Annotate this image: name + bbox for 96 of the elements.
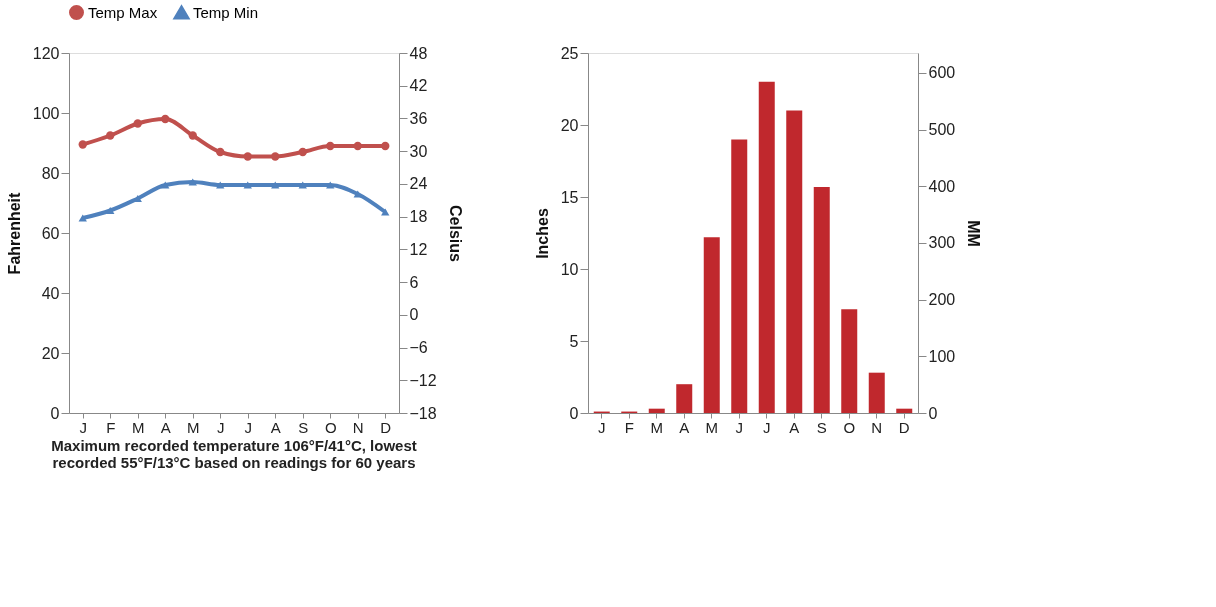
point (78, 140, 87, 149)
text: Maximum recorded temperature 106°F/41°C, lowest recorded 55°F/13°C based on readings for 60 years (51, 437, 417, 471)
y-tick-label: 15 (560, 188, 579, 206)
x-tick-label: M (132, 418, 145, 436)
y2-tick-label: 500 (928, 121, 956, 139)
y2-tick-label: 18 (409, 208, 428, 226)
x-tick-label: N (352, 418, 364, 436)
y-tick-label: 20 (41, 344, 60, 362)
x-tick-label: A (160, 418, 171, 436)
bar (648, 408, 665, 413)
y2-tick-label: 12 (409, 240, 428, 258)
y-tick-label: 120 (32, 44, 60, 62)
x-tick-label: A (789, 418, 800, 436)
y-axis-title: Inches (533, 208, 551, 259)
y-tick-label: 0 (569, 404, 579, 422)
bar (813, 186, 830, 413)
point (106, 131, 115, 140)
y-tick-label: 100 (32, 104, 60, 122)
x-tick-label: O (324, 418, 337, 436)
x-tick-label: O (843, 418, 856, 436)
y-tick-label: 20 (560, 116, 579, 134)
y-tick-label: 25 (560, 44, 579, 62)
x-tick-label: D (380, 418, 392, 436)
x-tick-label: F (106, 418, 116, 436)
x-tick-label: J (598, 418, 606, 436)
point (188, 178, 197, 186)
x-tick-label: M (705, 418, 718, 436)
x-tick-label: A (679, 418, 690, 436)
x-tick-label: J (79, 418, 87, 436)
y-axis-title: Fahrenheit (5, 191, 23, 275)
legend-label: Temp Max (88, 3, 158, 21)
bar (758, 81, 775, 413)
point (298, 181, 307, 189)
x-tick-label: J (763, 418, 771, 436)
bar (703, 237, 720, 413)
y2-tick-label: 36 (409, 109, 428, 127)
y2-tick-label: 400 (928, 177, 956, 195)
y2-tick-label: 42 (409, 77, 428, 95)
y-tick-label: 80 (41, 164, 60, 182)
y2-tick-label: −18 (409, 404, 437, 422)
bar (786, 110, 803, 413)
y-tick-label: 10 (560, 260, 579, 278)
y2-tick-label: 48 (409, 44, 428, 62)
y2-tick-label: 24 (409, 175, 428, 193)
point (353, 141, 362, 151)
point (188, 131, 197, 140)
bar (731, 139, 748, 413)
y2-axis-title: Celsius (446, 205, 464, 263)
legend-label: Temp Min (193, 3, 259, 21)
point (161, 114, 170, 124)
point (133, 119, 142, 128)
y-tick-label: 40 (41, 284, 60, 302)
x-tick-label: S (298, 418, 309, 436)
point (326, 141, 335, 151)
y2-tick-label: 6 (409, 273, 419, 291)
point (216, 147, 225, 157)
y2-tick-label: 0 (409, 306, 419, 324)
y2-tick-label: 300 (928, 234, 956, 252)
bar (676, 384, 693, 413)
x-tick-label: F (624, 418, 634, 436)
x-tick-label: A (270, 418, 281, 436)
point (326, 181, 335, 189)
bar (841, 309, 858, 413)
x-tick-label: D (898, 418, 910, 436)
y2-tick-label: 200 (928, 291, 956, 309)
point (271, 181, 280, 189)
x-tick-label: J (217, 418, 225, 436)
point (353, 190, 362, 198)
x-tick-label: J (244, 418, 252, 436)
x-tick-label: J (735, 418, 743, 436)
x-tick-label: M (187, 418, 200, 436)
point (381, 208, 390, 216)
y-tick-label: 5 (569, 332, 579, 350)
bar (896, 408, 913, 413)
y2-tick-label: 30 (409, 142, 428, 160)
x-tick-label: N (871, 418, 883, 436)
bar (868, 372, 885, 413)
y2-tick-label: −12 (409, 371, 437, 389)
y2-tick-label: 0 (928, 404, 938, 422)
point (271, 152, 280, 161)
y-tick-label: 0 (50, 404, 60, 422)
x-tick-label: M (650, 418, 663, 436)
point (78, 214, 87, 222)
x-tick-label: S (816, 418, 827, 436)
point (243, 181, 252, 189)
y2-tick-label: 600 (928, 64, 956, 82)
point (243, 152, 252, 161)
point (381, 141, 390, 151)
y2-axis-title: MM (965, 220, 983, 247)
y-tick-label: 60 (41, 224, 60, 242)
point (298, 147, 307, 157)
y2-tick-label: −6 (409, 339, 428, 357)
point (106, 206, 115, 215)
point (216, 181, 225, 189)
y2-tick-label: 100 (928, 347, 956, 365)
point (161, 181, 170, 189)
